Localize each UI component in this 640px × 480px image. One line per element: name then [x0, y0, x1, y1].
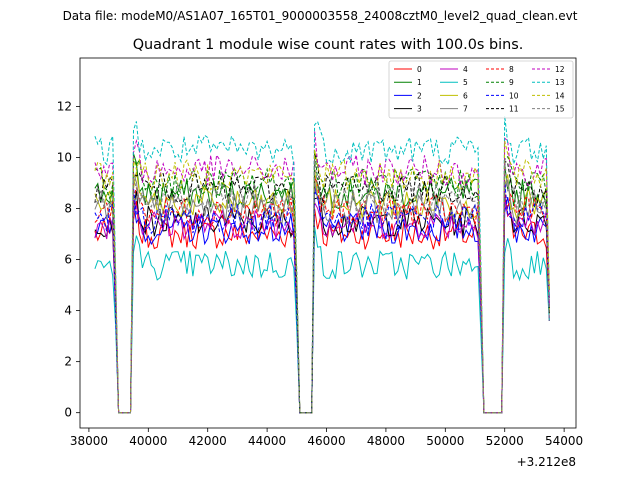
y-tick-label: 2: [64, 355, 72, 369]
legend-label-0: 0: [417, 65, 422, 74]
series-layer: [94, 115, 550, 414]
legend-label-1: 1: [417, 78, 422, 87]
y-tick-label: 8: [64, 202, 72, 216]
series-line-10: [94, 181, 550, 414]
series-line-1: [94, 153, 550, 414]
series-line-14: [94, 140, 550, 414]
x-tick-label: 46000: [307, 434, 345, 448]
legend-frame: [388, 60, 574, 119]
series-line-5: [94, 226, 550, 414]
plot-area: [80, 58, 576, 428]
legend-label-3: 3: [417, 105, 422, 114]
legend-label-2: 2: [417, 91, 422, 100]
legend-label-12: 12: [555, 65, 565, 74]
chart-title: Quadrant 1 module wise count rates with …: [133, 37, 524, 53]
x-axis: 38000 40000 42000 44000 46000 48000 50000 52000…: [70, 428, 583, 448]
y-tick-label: 4: [64, 304, 72, 318]
legend-label-4: 4: [463, 65, 468, 74]
y-tick-label: 12: [57, 99, 72, 113]
y-tick-label: 6: [64, 253, 72, 267]
plot-frame: [79, 57, 577, 429]
legend-label-6: 6: [463, 91, 468, 100]
x-tick-label: 42000: [189, 434, 227, 448]
series-line-2: [94, 187, 550, 414]
y-tick-label: 0: [64, 406, 72, 420]
series-line-11: [94, 150, 550, 414]
series-line-12: [94, 131, 550, 414]
legend-label-9: 9: [509, 78, 514, 87]
x-tick-label: 50000: [426, 434, 464, 448]
legend-label-11: 11: [509, 105, 519, 114]
y-axis: 0 2 4 6 8 10 12: [57, 99, 80, 420]
series-line-4: [94, 198, 550, 414]
legend-label-5: 5: [463, 78, 468, 87]
chart-suptitle: Data file: modeM0/AS1A07_165T01_90000035…: [63, 9, 578, 23]
series-line-3: [94, 190, 550, 414]
x-tick-label: 38000: [70, 434, 108, 448]
legend-label-14: 14: [555, 91, 565, 100]
series-line-13: [94, 115, 550, 414]
x-tick-label: 54000: [545, 434, 583, 448]
x-tick-label: 40000: [129, 434, 167, 448]
series-line-15: [94, 158, 550, 414]
x-tick-label: 44000: [248, 434, 286, 448]
y-tick-label: 10: [57, 151, 72, 165]
legend-label-8: 8: [509, 65, 514, 74]
legend-label-15: 15: [555, 105, 565, 114]
legend-label-10: 10: [509, 91, 519, 100]
x-tick-label: 52000: [486, 434, 524, 448]
x-tick-label: 48000: [367, 434, 405, 448]
x-offset-label: +3.212e8: [517, 455, 576, 469]
legend-label-7: 7: [463, 105, 468, 114]
legend-label-13: 13: [555, 78, 565, 87]
